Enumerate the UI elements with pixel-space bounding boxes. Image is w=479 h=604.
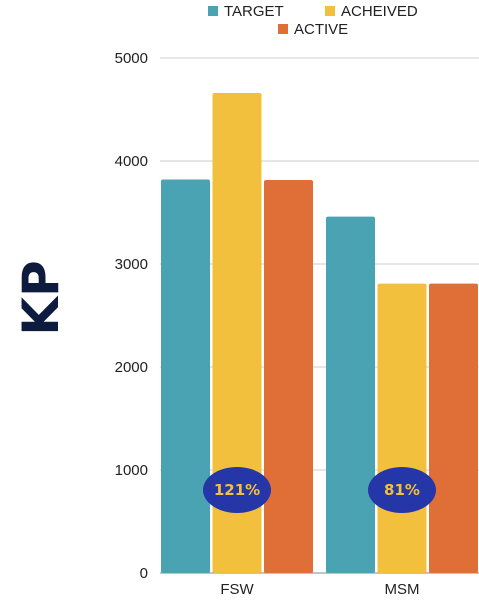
bar-active-msm [429, 283, 478, 573]
bar-acheived-msm [377, 283, 427, 573]
y-tick-label: 5000 [115, 50, 148, 67]
bar-target-fsw [161, 179, 210, 574]
legend-label: ACTIVE [294, 21, 348, 38]
legend-label: ACHEIVED [341, 3, 418, 20]
x-tick-label: FSW [220, 581, 254, 598]
x-tick-label: MSM [385, 581, 420, 598]
y-axis-ticks: 0 1000 2000 3000 4000 5000 [115, 50, 148, 582]
y-tick-label: 2000 [115, 359, 148, 376]
y-tick-label: 4000 [115, 153, 148, 170]
percent-badge-text: 81% [384, 481, 420, 499]
y-tick-label: 1000 [115, 462, 148, 479]
percent-badge-text: 121% [214, 481, 260, 499]
bar-acheived-fsw [212, 93, 262, 574]
percent-badge [203, 467, 271, 513]
legend-swatch [325, 6, 335, 16]
bar-target-msm [326, 216, 375, 573]
legend-swatch [278, 24, 288, 34]
bar-active-fsw [264, 180, 313, 573]
legend-label: TARGET [224, 3, 284, 20]
y-axis-label: KP [12, 260, 70, 335]
percent-badge [368, 467, 436, 513]
x-axis-labels: FSW MSM [220, 581, 419, 598]
annotations: 121% 81% [203, 467, 436, 513]
y-tick-label: 0 [140, 565, 148, 582]
y-tick-label: 3000 [115, 256, 148, 273]
legend-swatch [208, 6, 218, 16]
